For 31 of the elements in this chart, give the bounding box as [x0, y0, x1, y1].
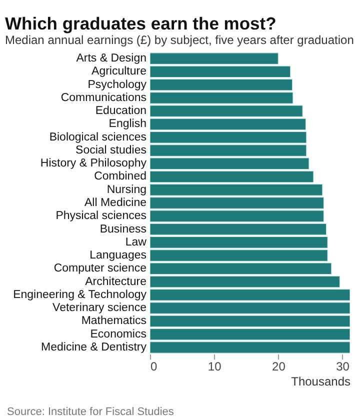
x-tick-label: 0	[150, 360, 158, 374]
chart-subtitle: Median annual earnings (£) by subject, five years after graduation	[5, 33, 354, 47]
y-tick-label: Arts & Design	[76, 52, 146, 65]
y-tick-label: Business	[100, 223, 147, 236]
y-tick-label: Veterinary science	[52, 302, 146, 314]
chart-title: Which graduates earn the most?	[5, 14, 276, 34]
source-note: Source: Institute for Fiscal Studies	[7, 406, 174, 418]
y-tick-label: Computer science	[54, 262, 146, 275]
y-tick-label: Psychology	[88, 78, 147, 91]
y-tick-label: Architecture	[85, 276, 146, 288]
y-tick-label: Biological sciences	[49, 131, 147, 144]
y-tick-label: Combined	[94, 170, 146, 183]
y-tick-label: Mathematics	[81, 315, 147, 328]
y-tick-label: Physical sciences	[56, 210, 147, 222]
x-tick-label: 10	[208, 360, 222, 374]
x-tick-label: 30	[336, 360, 350, 374]
y-tick-label: Engineering & Technology	[13, 288, 147, 301]
y-tick-label: Education	[95, 105, 146, 118]
y-tick-label: Nursing	[106, 184, 146, 196]
x-axis-title: Thousands	[291, 374, 350, 388]
y-tick-label: Social studies	[76, 144, 147, 156]
y-tick-label: Medicine & Dentistry	[41, 341, 147, 354]
y-tick-label: Languages	[90, 250, 147, 262]
y-tick-label: English	[108, 118, 146, 130]
x-tick-label: 20	[272, 360, 286, 374]
y-tick-label: Law	[125, 236, 148, 248]
y-tick-label: All Medicine	[84, 197, 146, 209]
y-tick-label: Economics	[90, 328, 147, 340]
y-tick-label: Agriculture	[92, 66, 146, 78]
y-tick-label: Communications	[60, 92, 147, 104]
y-tick-label: History & Philosophy	[40, 158, 147, 170]
